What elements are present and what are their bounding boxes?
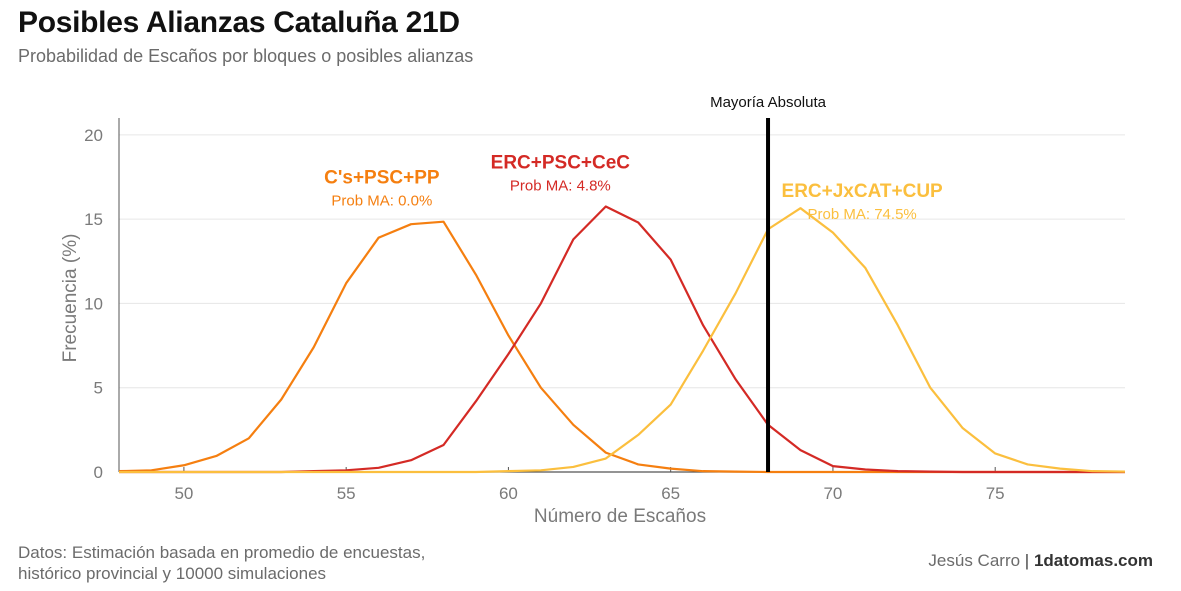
source-line-1: Datos: Estimación basada en promedio de … [18,543,426,562]
x-tick-label: 75 [986,484,1005,503]
x-tick-label: 70 [823,484,842,503]
chart-subtitle: Probabilidad de Escaños por bloques o po… [18,46,474,66]
credit-separator: | [1024,551,1030,570]
x-axis-label: Número de Escaños [534,506,706,527]
x-tick-label: 50 [174,484,193,503]
series-labels: C's+PSC+PP Prob MA: 0.0% ERC+PSC+CeC Prob M… [324,153,943,224]
source-note: Datos: Estimación basada en promedio de … [18,542,425,584]
y-axis-label: Frecuencia (%) [60,234,81,363]
y-tick-label: 20 [84,126,103,145]
series-prob-label: Prob MA: 0.0% [331,193,432,210]
x-tick-label: 55 [337,484,356,503]
chart-title: Posibles Alianzas Cataluña 21D [18,6,460,39]
y-tick-labels: 0 5 10 15 20 [84,126,103,482]
series-line-1 [118,220,1125,474]
y-tick-label: 15 [84,210,103,229]
y-tick-label: 5 [94,379,103,398]
x-tick-label: 60 [499,484,518,503]
series-line-2 [119,205,1125,474]
series-name-label: ERC+PSC+CeC [491,153,631,174]
x-tick-label: 65 [661,484,680,503]
source-line-2: histórico provincial y 10000 simulacione… [18,564,327,583]
majority-line-group: Mayoría Absoluta [710,94,827,472]
series-prob-label: Prob MA: 4.8% [510,178,611,195]
series-name-label: ERC+JxCAT+CUP [782,181,944,202]
y-tick-label: 0 [94,463,103,482]
credit: Jesús Carro | 1datomas.com [928,551,1153,571]
author-name: Jesús Carro [928,551,1021,570]
series-name-label: C's+PSC+PP [324,168,440,189]
series-line-3 [119,207,1126,474]
y-tick-label: 10 [84,294,103,313]
series-prob-label: Prob MA: 74.5% [808,206,917,223]
series-lines [118,205,1126,474]
majority-label: Mayoría Absoluta [710,94,827,111]
x-tick-labels: 50 55 60 65 70 75 [174,467,1005,503]
brand-link[interactable]: 1datomas.com [1033,551,1153,570]
